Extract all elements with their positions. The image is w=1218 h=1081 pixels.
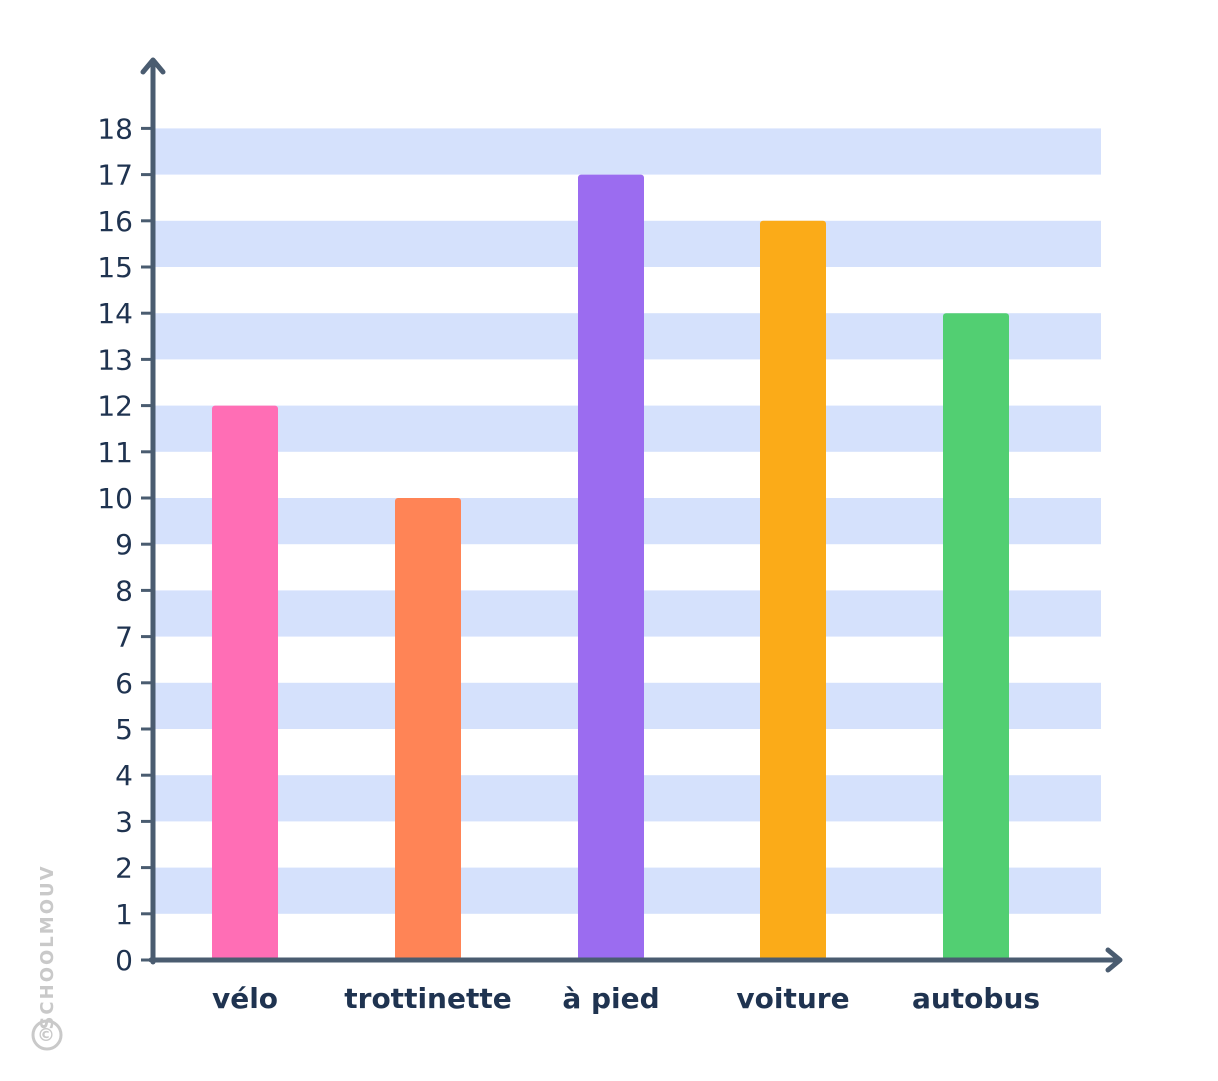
x-axis-labels: vélo trottinette à pied voiture autobus (212, 982, 1040, 1015)
y-tick-label: 4 (115, 759, 133, 792)
y-tick-label: 7 (115, 621, 133, 654)
x-category-label: à pied (562, 982, 659, 1015)
y-tick-label: 10 (97, 482, 133, 515)
bar-0 (212, 405, 278, 961)
x-category-label: vélo (212, 982, 278, 1015)
y-tick-label: 0 (115, 944, 133, 977)
y-tick-label: 5 (115, 713, 133, 746)
y-tick-label: 18 (97, 112, 133, 145)
y-tick-label: 9 (115, 528, 133, 561)
bar-2 (578, 174, 644, 961)
y-tick-label: 14 (97, 297, 133, 330)
y-tick-label: 2 (115, 852, 133, 885)
y-tick-label: 15 (97, 251, 133, 284)
y-tick-label: 1 (115, 898, 133, 931)
y-tick-label: 3 (115, 805, 133, 838)
grid-band (153, 128, 1101, 175)
y-tick-label: 6 (115, 667, 133, 700)
axes (140, 57, 1123, 973)
x-axis-arrow-icon (1105, 947, 1123, 973)
x-category-label: voiture (736, 982, 849, 1015)
copyright-icon (31, 1019, 63, 1051)
x-category-label: trottinette (344, 982, 511, 1015)
y-tick-label: 13 (97, 343, 133, 376)
bar-1 (395, 498, 461, 960)
y-axis-arrow-icon (140, 57, 166, 75)
y-tick-label: 8 (115, 574, 133, 607)
y-tick-label: 17 (97, 159, 133, 192)
bars (212, 174, 1009, 961)
watermark: SCHOOLMOUV © (31, 864, 63, 1051)
watermark-text: SCHOOLMOUV (37, 864, 58, 1029)
x-category-label: autobus (912, 982, 1040, 1015)
copyright-symbol: © (37, 1025, 57, 1046)
y-tick-label: 12 (97, 390, 133, 423)
y-tick-label: 16 (97, 205, 133, 238)
bar-3 (760, 220, 826, 961)
y-tick-label: 11 (97, 436, 133, 469)
bar-4 (943, 313, 1009, 960)
